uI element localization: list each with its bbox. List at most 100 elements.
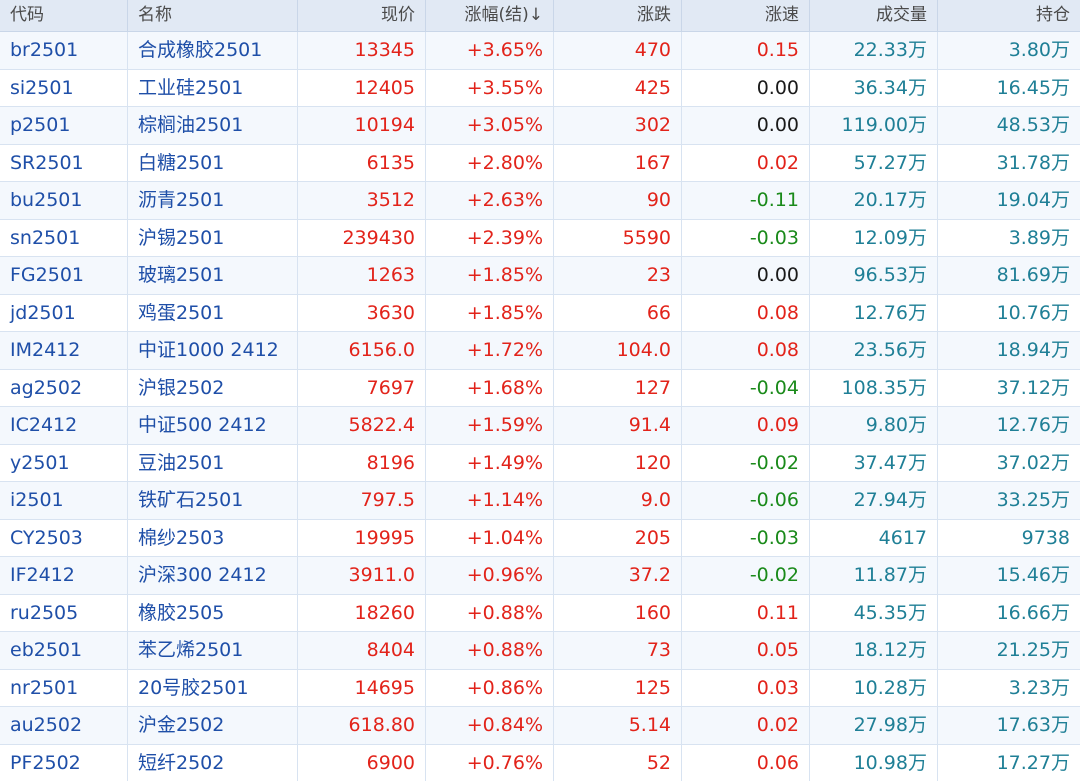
cell-change: 5.14 bbox=[554, 707, 682, 744]
table-row[interactable]: ru2505 橡胶2505 18260 +0.88% 160 0.11 45.35万 16.6… bbox=[0, 594, 1080, 632]
table-header: 代码 名称 现价 涨幅(结)↓ 涨跌 涨速 成交量 持仓 bbox=[0, 0, 1080, 32]
cell-speed: -0.06 bbox=[682, 482, 810, 519]
table-row[interactable]: p2501 棕榈油2501 10194 +3.05% 302 0.00 119.00万 48.… bbox=[0, 107, 1080, 145]
table-row[interactable]: jd2501 鸡蛋2501 3630 +1.85% 66 0.08 12.76万 10.76万 bbox=[0, 294, 1080, 332]
header-speed[interactable]: 涨速 bbox=[682, 0, 810, 31]
header-code[interactable]: 代码 bbox=[0, 0, 128, 31]
cell-volume: 36.34万 bbox=[810, 69, 938, 106]
cell-change-pct: +1.14% bbox=[426, 482, 554, 519]
table-row[interactable]: i2501 铁矿石2501 797.5 +1.14% 9.0 -0.06 27.94万 33.… bbox=[0, 482, 1080, 520]
table-row[interactable]: bu2501 沥青2501 3512 +2.63% 90 -0.11 20.17万 19.04… bbox=[0, 182, 1080, 220]
cell-volume: 11.87万 bbox=[810, 557, 938, 594]
cell-change-pct: +0.86% bbox=[426, 669, 554, 706]
cell-code: ru2505 bbox=[0, 594, 128, 631]
cell-speed: 0.02 bbox=[682, 707, 810, 744]
cell-change-pct: +3.65% bbox=[426, 32, 554, 69]
cell-name: 沪银2502 bbox=[128, 369, 298, 406]
cell-change: 73 bbox=[554, 632, 682, 669]
cell-speed: 0.08 bbox=[682, 294, 810, 331]
cell-change: 52 bbox=[554, 744, 682, 781]
cell-open-interest: 16.66万 bbox=[996, 601, 1070, 624]
cell-change-pct: +0.88% bbox=[426, 594, 554, 631]
cell-price: 3911.0 bbox=[298, 557, 426, 594]
cell-code: eb2501 bbox=[0, 632, 128, 669]
table-row[interactable]: IM2412 中证1000 2412 6156.0 +1.72% 104.0 0.08 23… bbox=[0, 332, 1080, 370]
header-open-interest[interactable]: 持仓 bbox=[1036, 5, 1070, 25]
cell-name: 橡胶2505 bbox=[128, 594, 298, 631]
cell-price: 1263 bbox=[298, 257, 426, 294]
cell-speed: -0.02 bbox=[682, 444, 810, 481]
header-name[interactable]: 名称 bbox=[128, 0, 298, 31]
cell-code: bu2501 bbox=[0, 182, 128, 219]
cell-speed: -0.03 bbox=[682, 219, 810, 256]
cell-change-pct: +2.39% bbox=[426, 219, 554, 256]
header-change[interactable]: 涨跌 bbox=[554, 0, 682, 31]
header-price[interactable]: 现价 bbox=[298, 0, 426, 31]
cell-price: 6900 bbox=[298, 744, 426, 781]
cell-change-pct: +1.49% bbox=[426, 444, 554, 481]
cell-code: ag2502 bbox=[0, 369, 128, 406]
cell-name: 鸡蛋2501 bbox=[128, 294, 298, 331]
cell-volume: 4617 bbox=[810, 519, 938, 556]
cell-change: 425 bbox=[554, 69, 682, 106]
cell-price: 3512 bbox=[298, 182, 426, 219]
cell-name: 中证1000 2412 bbox=[128, 332, 298, 369]
cell-volume: 27.94万 bbox=[810, 482, 938, 519]
table-row[interactable]: sn2501 沪锡2501 239430 +2.39% 5590 -0.03 12.09万 3… bbox=[0, 219, 1080, 257]
cell-price: 3630 bbox=[298, 294, 426, 331]
cell-open-interest: 12.76万 bbox=[996, 414, 1070, 436]
table-row[interactable]: au2502 沪金2502 618.80 +0.84% 5.14 0.02 27.98万 17… bbox=[0, 707, 1080, 745]
cell-speed: 0.00 bbox=[682, 107, 810, 144]
table-body: br2501 合成橡胶2501 13345 +3.65% 470 0.15 22.33万 3.… bbox=[0, 32, 1080, 781]
cell-speed: 0.00 bbox=[682, 257, 810, 294]
cell-open-interest: 9738 bbox=[1021, 526, 1070, 549]
table-row[interactable]: y2501 豆油2501 8196 +1.49% 120 -0.02 37.47万 37.02… bbox=[0, 444, 1080, 482]
cell-change-pct: +0.76% bbox=[426, 744, 554, 781]
cell-open-interest: 16.45万 bbox=[996, 76, 1070, 99]
cell-open-interest: 10.76万 bbox=[996, 301, 1070, 324]
table-row[interactable]: IC2412 中证500 2412 5822.4 +1.59% 91.4 0.09 9.80… bbox=[0, 407, 1080, 445]
cell-open-interest: 17.63万 bbox=[996, 714, 1070, 736]
cell-open-interest: 21.25万 bbox=[996, 639, 1070, 661]
cell-name: 工业硅2501 bbox=[128, 69, 298, 106]
cell-volume: 45.35万 bbox=[810, 594, 938, 631]
cell-code: y2501 bbox=[0, 444, 128, 481]
cell-change-pct: +1.68% bbox=[426, 369, 554, 406]
cell-speed: 0.05 bbox=[682, 632, 810, 669]
cell-code: PF2502 bbox=[0, 744, 128, 781]
table-row[interactable]: br2501 合成橡胶2501 13345 +3.65% 470 0.15 22.33万 3.… bbox=[0, 32, 1080, 70]
table-row[interactable]: ag2502 沪银2502 7697 +1.68% 127 -0.04 108.35万 37.… bbox=[0, 369, 1080, 407]
cell-change: 9.0 bbox=[554, 482, 682, 519]
cell-volume: 12.09万 bbox=[810, 219, 938, 256]
cell-price: 8404 bbox=[298, 632, 426, 669]
cell-speed: 0.11 bbox=[682, 594, 810, 631]
cell-speed: 0.15 bbox=[682, 32, 810, 69]
cell-speed: 0.06 bbox=[682, 744, 810, 781]
cell-name: 铁矿石2501 bbox=[128, 482, 298, 519]
cell-price: 19995 bbox=[298, 519, 426, 556]
cell-change-pct: +1.59% bbox=[426, 407, 554, 444]
cell-volume: 22.33万 bbox=[810, 32, 938, 69]
header-volume[interactable]: 成交量 bbox=[810, 0, 938, 31]
cell-code: i2501 bbox=[0, 482, 128, 519]
cell-price: 797.5 bbox=[298, 482, 426, 519]
header-change-pct-sorted[interactable]: 涨幅(结)↓ bbox=[426, 0, 554, 31]
table-row[interactable]: IF2412 沪深300 2412 3911.0 +0.96% 37.2 -0.02 11.… bbox=[0, 557, 1080, 595]
cell-price: 5822.4 bbox=[298, 407, 426, 444]
table-row[interactable]: PF2502 短纤2502 6900 +0.76% 52 0.06 10.98万 17.27万 bbox=[0, 744, 1080, 781]
table-row[interactable]: CY2503 棉纱2503 19995 +1.04% 205 -0.03 4617 9738 bbox=[0, 519, 1080, 557]
cell-volume: 10.28万 bbox=[810, 669, 938, 706]
table-row[interactable]: nr2501 20号胶2501 14695 +0.86% 125 0.03 10.28万 3.… bbox=[0, 669, 1080, 707]
table-row[interactable]: FG2501 玻璃2501 1263 +1.85% 23 0.00 96.53万 81.69万 bbox=[0, 257, 1080, 295]
cell-change: 120 bbox=[554, 444, 682, 481]
table-row[interactable]: si2501 工业硅2501 12405 +3.55% 425 0.00 36.34万 16.… bbox=[0, 69, 1080, 107]
table-row[interactable]: eb2501 苯乙烯2501 8404 +0.88% 73 0.05 18.12万 21.25… bbox=[0, 632, 1080, 670]
cell-change-pct: +2.63% bbox=[426, 182, 554, 219]
cell-change-pct: +0.96% bbox=[426, 557, 554, 594]
cell-name: 沥青2501 bbox=[128, 182, 298, 219]
cell-change: 167 bbox=[554, 144, 682, 181]
table-row[interactable]: SR2501 白糖2501 6135 +2.80% 167 0.02 57.27万 31.78… bbox=[0, 144, 1080, 182]
cell-price: 618.80 bbox=[298, 707, 426, 744]
cell-change-pct: +1.04% bbox=[426, 519, 554, 556]
cell-change: 125 bbox=[554, 669, 682, 706]
